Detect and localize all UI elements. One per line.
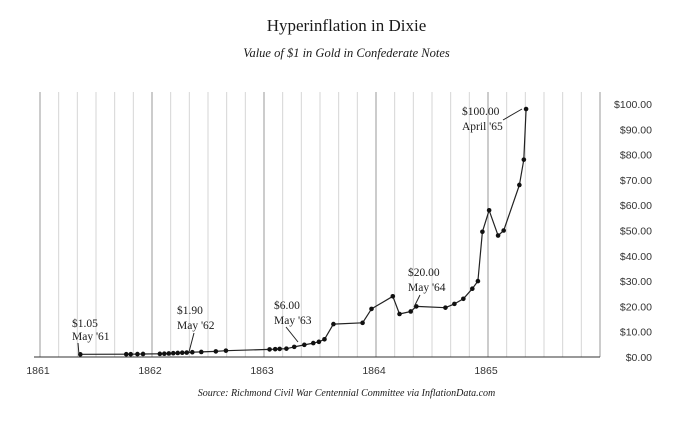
data-point xyxy=(517,182,522,188)
data-point xyxy=(360,320,365,326)
annotation-value: $100.00 xyxy=(462,105,500,118)
annotation-leader xyxy=(285,326,299,343)
data-point xyxy=(198,349,204,355)
data-point xyxy=(461,296,466,302)
data-point xyxy=(272,346,278,352)
data-point xyxy=(140,351,146,357)
y-tick-label: $10.00 xyxy=(620,327,652,339)
data-point xyxy=(369,306,374,312)
annotation-date: May '62 xyxy=(177,320,215,332)
annotation-date: May '63 xyxy=(274,315,312,327)
annotation-value: $6.00 xyxy=(274,299,300,312)
data-point xyxy=(523,106,529,112)
data-point xyxy=(452,301,457,307)
data-point xyxy=(162,351,167,357)
y-tick-label: $90.00 xyxy=(620,124,652,136)
data-point xyxy=(486,207,492,213)
y-tick-label: $80.00 xyxy=(620,150,652,162)
data-point xyxy=(475,278,481,284)
y-tick-label: $100.00 xyxy=(614,99,652,111)
y-tick-label: $50.00 xyxy=(620,226,652,238)
data-point xyxy=(223,348,229,353)
data-point xyxy=(480,229,485,235)
annotation-date: May '61 xyxy=(72,331,110,343)
annotation-value: $20.00 xyxy=(408,266,440,279)
data-point xyxy=(157,351,163,357)
x-tick-label: 1865 xyxy=(474,365,498,377)
data-point xyxy=(213,349,219,354)
data-point xyxy=(135,351,140,357)
data-point xyxy=(128,351,134,357)
data-point xyxy=(521,157,527,162)
data-point xyxy=(175,350,181,356)
data-point xyxy=(322,336,327,342)
x-tick-label: 1862 xyxy=(138,365,162,377)
data-point xyxy=(331,321,336,327)
data-point xyxy=(170,350,176,356)
y-tick-label: $30.00 xyxy=(620,276,652,288)
annotation-value: $1.90 xyxy=(177,304,203,317)
chart-source: Source: Richmond Civil War Centennial Co… xyxy=(197,388,496,399)
data-point xyxy=(397,311,402,317)
annotation-leader xyxy=(413,294,421,308)
y-tick-label: $40.00 xyxy=(620,251,652,263)
data-point xyxy=(408,309,414,314)
data-point xyxy=(291,344,297,350)
y-tick-label: $0.00 xyxy=(626,352,652,364)
chart-title: Hyperinflation in Dixie xyxy=(266,16,427,35)
annotation-leader xyxy=(77,342,80,356)
data-point xyxy=(470,286,475,291)
data-point xyxy=(184,350,190,355)
chart-subtitle: Value of $1 in Gold in Confederate Notes xyxy=(243,46,450,60)
data-point xyxy=(277,346,282,352)
data-point xyxy=(179,350,185,355)
data-point xyxy=(316,339,322,345)
x-tick-label: 1863 xyxy=(250,365,274,377)
annotation-date: May '64 xyxy=(408,282,446,294)
data-point xyxy=(190,349,195,355)
y-tick-label: $70.00 xyxy=(620,175,652,187)
data-point xyxy=(495,233,501,238)
annotation-value: $1.05 xyxy=(72,317,98,330)
annotation-leader xyxy=(188,332,195,353)
data-point xyxy=(443,305,448,310)
data-point xyxy=(166,351,172,356)
x-tick-label: 1861 xyxy=(26,365,50,377)
annotation-leader xyxy=(502,108,523,121)
y-tick-label: $60.00 xyxy=(620,200,652,212)
data-point xyxy=(390,293,396,299)
data-point xyxy=(302,342,307,348)
annotation-date: April '65 xyxy=(462,121,503,133)
data-point xyxy=(284,346,289,351)
x-tick-label: 1864 xyxy=(362,365,386,377)
data-point xyxy=(501,228,506,233)
data-point xyxy=(267,347,272,352)
data-point xyxy=(310,340,316,346)
y-tick-label: $20.00 xyxy=(620,301,652,313)
data-point xyxy=(123,351,129,357)
